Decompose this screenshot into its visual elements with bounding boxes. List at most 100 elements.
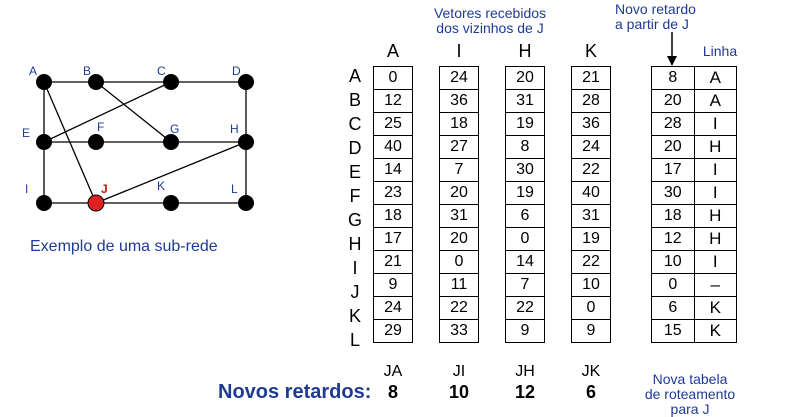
new-delay-c: 28 <box>651 112 695 136</box>
row-label-i: I <box>352 258 358 278</box>
new-line-c: I <box>693 112 738 136</box>
delay-ja: 8 <box>387 382 398 402</box>
col-header-i: I <box>456 41 462 61</box>
cell-k-g: 31 <box>571 204 611 228</box>
vector-table-a: 0 12 25 40 14 23 18 17 21 9 24 29 <box>373 66 413 343</box>
cell-a-g: 18 <box>373 204 413 228</box>
cell-i-e: 7 <box>439 158 479 182</box>
cell-i-d: 27 <box>439 135 479 159</box>
cell-a-e: 14 <box>373 158 413 182</box>
edge-b-g <box>95 81 172 143</box>
node-c <box>163 74 179 90</box>
cell-h-i: 14 <box>505 250 545 274</box>
node-label-i: I <box>25 182 29 196</box>
new-line-a: A <box>693 66 738 90</box>
node-label-j: J <box>101 182 108 196</box>
delay-jh: 12 <box>514 382 536 402</box>
new-delay-e: 17 <box>651 158 695 182</box>
cell-h-f: 19 <box>505 181 545 205</box>
cell-a-k: 24 <box>373 296 413 320</box>
cell-a-c: 25 <box>373 112 413 136</box>
new-delay-line2: a partir de J <box>615 16 689 32</box>
col-header-k: K <box>584 41 597 61</box>
cell-i-f: 20 <box>439 181 479 205</box>
footer-jk: JK <box>581 363 601 380</box>
cell-h-d: 8 <box>505 135 545 159</box>
footer-ji: JI <box>452 363 466 380</box>
delay-ji: 10 <box>448 382 470 402</box>
node-label-a: A <box>29 64 38 78</box>
cell-k-h: 19 <box>571 227 611 251</box>
cell-i-h: 20 <box>439 227 479 251</box>
node-e <box>36 134 52 150</box>
vector-table-k: 21 28 36 24 22 40 31 19 22 10 0 9 <box>571 66 611 343</box>
row-label-h: H <box>348 234 362 254</box>
row-label-b: B <box>348 90 361 110</box>
diagram-caption: Exemplo de uma sub-rede <box>30 238 218 255</box>
new-line-i: I <box>693 250 738 274</box>
down-arrow-icon <box>667 32 677 66</box>
new-delay-l: 15 <box>651 319 695 343</box>
node-label-b: B <box>83 64 92 78</box>
col-header-a: A <box>386 41 399 61</box>
cell-a-j: 9 <box>373 273 413 297</box>
cell-h-c: 19 <box>505 112 545 136</box>
row-label-a: A <box>348 66 361 86</box>
new-delays-label: Novos retardos: <box>218 381 372 403</box>
node-label-h: H <box>230 122 239 136</box>
new-line-l: K <box>693 319 738 343</box>
node-label-d: D <box>232 64 241 78</box>
received-note-line2: dos vizinhos de J <box>436 20 544 36</box>
new-delay-i: 10 <box>651 250 695 274</box>
new-line-j: – <box>693 273 738 297</box>
row-label-c: C <box>348 114 362 134</box>
node-d <box>238 74 254 90</box>
row-label-e: E <box>348 162 361 182</box>
received-note-line1: Vetores recebidos <box>433 5 547 21</box>
network-edges <box>43 81 247 204</box>
new-delay-k: 6 <box>651 296 695 320</box>
cell-k-f: 40 <box>571 181 611 205</box>
cell-k-k: 0 <box>571 296 611 320</box>
node-label-e: E <box>22 126 31 140</box>
cell-h-h: 0 <box>505 227 545 251</box>
node-g <box>163 134 179 150</box>
cell-i-i: 0 <box>439 250 479 274</box>
new-line-h: H <box>693 227 738 251</box>
cell-k-b: 28 <box>571 89 611 113</box>
cell-a-b: 12 <box>373 89 413 113</box>
new-line-b: A <box>693 89 738 113</box>
new-line-e: I <box>693 158 738 182</box>
node-label-c: C <box>157 64 166 78</box>
footer-ja: JA <box>383 363 403 380</box>
row-label-k: K <box>348 306 361 326</box>
col-header-h: H <box>518 41 532 61</box>
node-f <box>88 134 104 150</box>
node-label-k: K <box>157 179 166 193</box>
edge-j-h <box>95 141 247 204</box>
cell-a-f: 23 <box>373 181 413 205</box>
new-table-line1: Nova tabela <box>652 371 728 387</box>
cell-k-a: 21 <box>571 66 611 90</box>
cell-a-l: 29 <box>373 319 413 343</box>
new-delay-f: 30 <box>651 181 695 205</box>
cell-k-i: 22 <box>571 250 611 274</box>
cell-h-k: 22 <box>505 296 545 320</box>
new-table-line2: de roteamento <box>644 386 736 402</box>
new-delay-a: 8 <box>651 66 695 90</box>
edge-a-j <box>43 81 97 204</box>
new-table-note: Nova tabela de roteamento para J <box>630 372 750 417</box>
cell-h-a: 20 <box>505 66 545 90</box>
node-h <box>238 134 254 150</box>
node-a <box>36 74 52 90</box>
new-line-f: I <box>693 181 738 205</box>
new-line-d: H <box>693 135 738 159</box>
cell-h-l: 9 <box>505 319 545 343</box>
line-label: Linha <box>702 43 738 59</box>
cell-k-c: 36 <box>571 112 611 136</box>
node-l <box>238 195 254 211</box>
cell-k-d: 24 <box>571 135 611 159</box>
node-label-l: L <box>231 182 238 196</box>
subnet-diagram <box>36 74 254 212</box>
footer-jh: JH <box>515 363 535 380</box>
